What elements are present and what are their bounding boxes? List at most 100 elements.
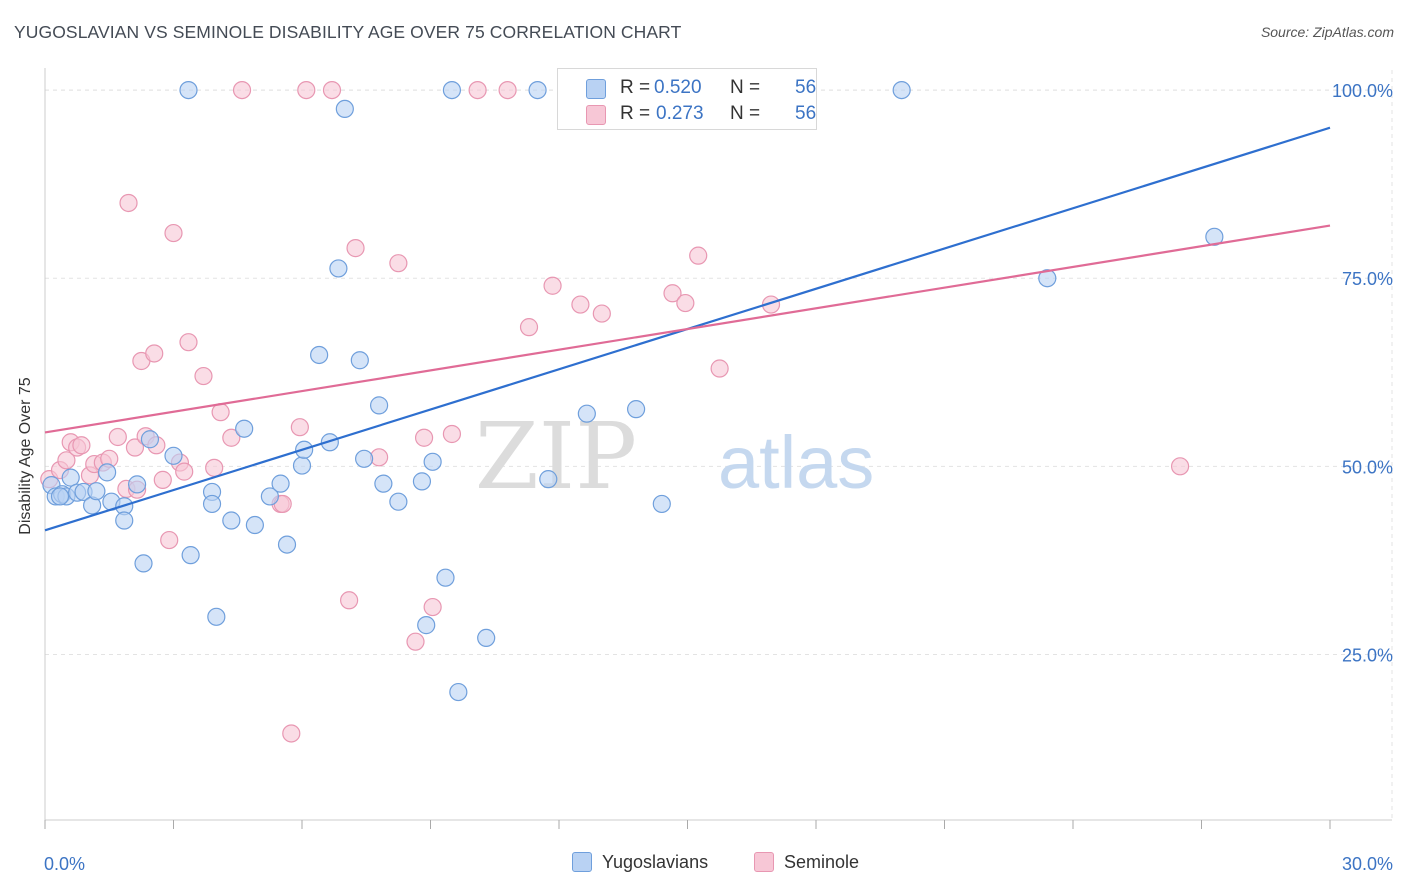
- yugoslavian-point: [370, 396, 389, 415]
- yugoslavian-point: [292, 456, 312, 475]
- source-label: Source: ZipAtlas.com: [1260, 24, 1394, 40]
- seminole-point: [468, 80, 487, 100]
- y-tick-label: 75.0%: [1342, 269, 1393, 289]
- seminole-point: [145, 344, 164, 363]
- yugoslavian-point: [222, 511, 241, 530]
- seminole-point: [519, 318, 539, 337]
- yugoslavian-point: [134, 554, 153, 573]
- y-axis-label: Disability Age Over 75: [17, 377, 34, 535]
- yugoslavian-point: [235, 419, 254, 438]
- yugoslavian-point: [449, 682, 468, 702]
- y-tick-label: 25.0%: [1342, 645, 1393, 665]
- y-tick-label: 50.0%: [1342, 457, 1393, 477]
- yugoslavian-point: [271, 474, 290, 493]
- seminole-trend-line: [44, 224, 1331, 434]
- legend-swatch-pink: [586, 105, 606, 125]
- yugoslavian-point: [389, 492, 408, 511]
- seminole-point: [571, 295, 590, 314]
- legend-r-value: 0.273: [656, 103, 704, 124]
- axes: [44, 68, 1392, 829]
- yugoslavian-point: [87, 482, 106, 501]
- yugoslavian-point: [577, 404, 596, 423]
- yugoslavian-point: [436, 568, 455, 587]
- yugoslavian-point: [202, 494, 222, 514]
- seminole-point: [72, 436, 91, 455]
- yugoslavian-point: [245, 515, 264, 535]
- yugoslavian-point: [1038, 269, 1057, 288]
- bottom-legend-swatch-pink: [754, 852, 774, 872]
- watermark-zip: ZIP: [475, 403, 637, 510]
- y-tick-label: 100.0%: [1332, 81, 1393, 101]
- yugoslavian-point: [626, 400, 646, 419]
- seminole-point: [543, 276, 562, 295]
- yugoslavian-point: [412, 472, 432, 491]
- seminole-point: [689, 246, 708, 265]
- seminole-point: [592, 304, 611, 323]
- chart-title: YUGOSLAVIAN VS SEMINOLE DISABILITY AGE O…: [14, 22, 682, 42]
- yugoslavian-point: [374, 474, 393, 493]
- yugoslavian-point: [310, 345, 329, 365]
- legend-r-label: R =: [620, 77, 651, 98]
- yugoslavian-point: [355, 449, 374, 468]
- bottom-legend-swatch-blue: [572, 852, 592, 872]
- bottom-legend-seminole: Seminole: [754, 852, 859, 876]
- yugoslavian-point: [652, 494, 671, 514]
- legend-n-label: N =: [730, 103, 761, 124]
- yugoslavian-point: [423, 452, 442, 471]
- seminole-point: [282, 724, 301, 743]
- seminole-point: [108, 427, 127, 447]
- seminole-point: [175, 462, 194, 481]
- legend-r-label: R =: [620, 103, 651, 124]
- legend-n-value: 56: [795, 103, 817, 124]
- seminole-point: [663, 284, 682, 303]
- seminole-point: [222, 428, 241, 447]
- seminole-point: [232, 80, 252, 100]
- yugoslavian-point: [329, 259, 348, 278]
- seminole-point: [205, 458, 224, 477]
- yugoslavian-point: [1205, 227, 1224, 246]
- yugoslavian-point: [207, 607, 226, 626]
- legend-n-label: N =: [730, 77, 761, 98]
- yugoslavian-point: [442, 80, 462, 100]
- watermark: ZIP atlas: [475, 403, 874, 510]
- yugoslavian-point: [115, 511, 134, 530]
- bottom-legend-label: Yugoslavians: [602, 852, 709, 872]
- seminole-point: [1170, 457, 1190, 476]
- yugoslavian-point: [539, 470, 558, 489]
- yugoslavian-point: [528, 80, 547, 100]
- bottom-legend-label: Seminole: [784, 852, 860, 872]
- bottom-legend-yugoslavians: Yugoslavians: [572, 852, 708, 876]
- seminole-point: [164, 223, 183, 243]
- yugoslavian-point: [140, 430, 160, 449]
- seminole-point: [389, 254, 408, 273]
- yugoslavian-point: [277, 535, 297, 554]
- seminole-point: [676, 293, 695, 313]
- seminole-point: [297, 80, 316, 100]
- seminole-point: [370, 448, 389, 467]
- yugoslavian-point: [335, 99, 354, 119]
- yugoslavian-point: [61, 468, 80, 487]
- legend-swatch-blue: [586, 79, 606, 99]
- yugoslavian-point: [350, 351, 369, 370]
- yugoslavian-point: [892, 80, 911, 100]
- tick-labels: 25.0% 50.0% 75.0% 100.0% 0.0% 30.0%: [44, 81, 1393, 874]
- seminole-point: [153, 470, 172, 489]
- seminole-point: [119, 193, 138, 213]
- seminole-point: [160, 530, 179, 550]
- seminole-point: [414, 428, 434, 447]
- seminole-point: [710, 359, 729, 378]
- seminole-point: [290, 418, 309, 437]
- seminole-point: [179, 333, 198, 352]
- yugoslavian-point: [181, 546, 200, 565]
- yugoslavian-point: [260, 487, 279, 506]
- trend-lines: [44, 126, 1331, 532]
- yugoslavian-point: [417, 616, 436, 635]
- yugoslavian-points: [42, 80, 1224, 702]
- seminole-point: [57, 451, 76, 470]
- yugoslavian-point: [179, 80, 198, 100]
- stats-legend: R = 0.520 N = 56 R = 0.273 N = 56: [557, 68, 817, 130]
- legend-r-value: 0.520: [654, 77, 702, 98]
- yugoslavian-point: [98, 463, 117, 482]
- seminole-point: [498, 80, 517, 100]
